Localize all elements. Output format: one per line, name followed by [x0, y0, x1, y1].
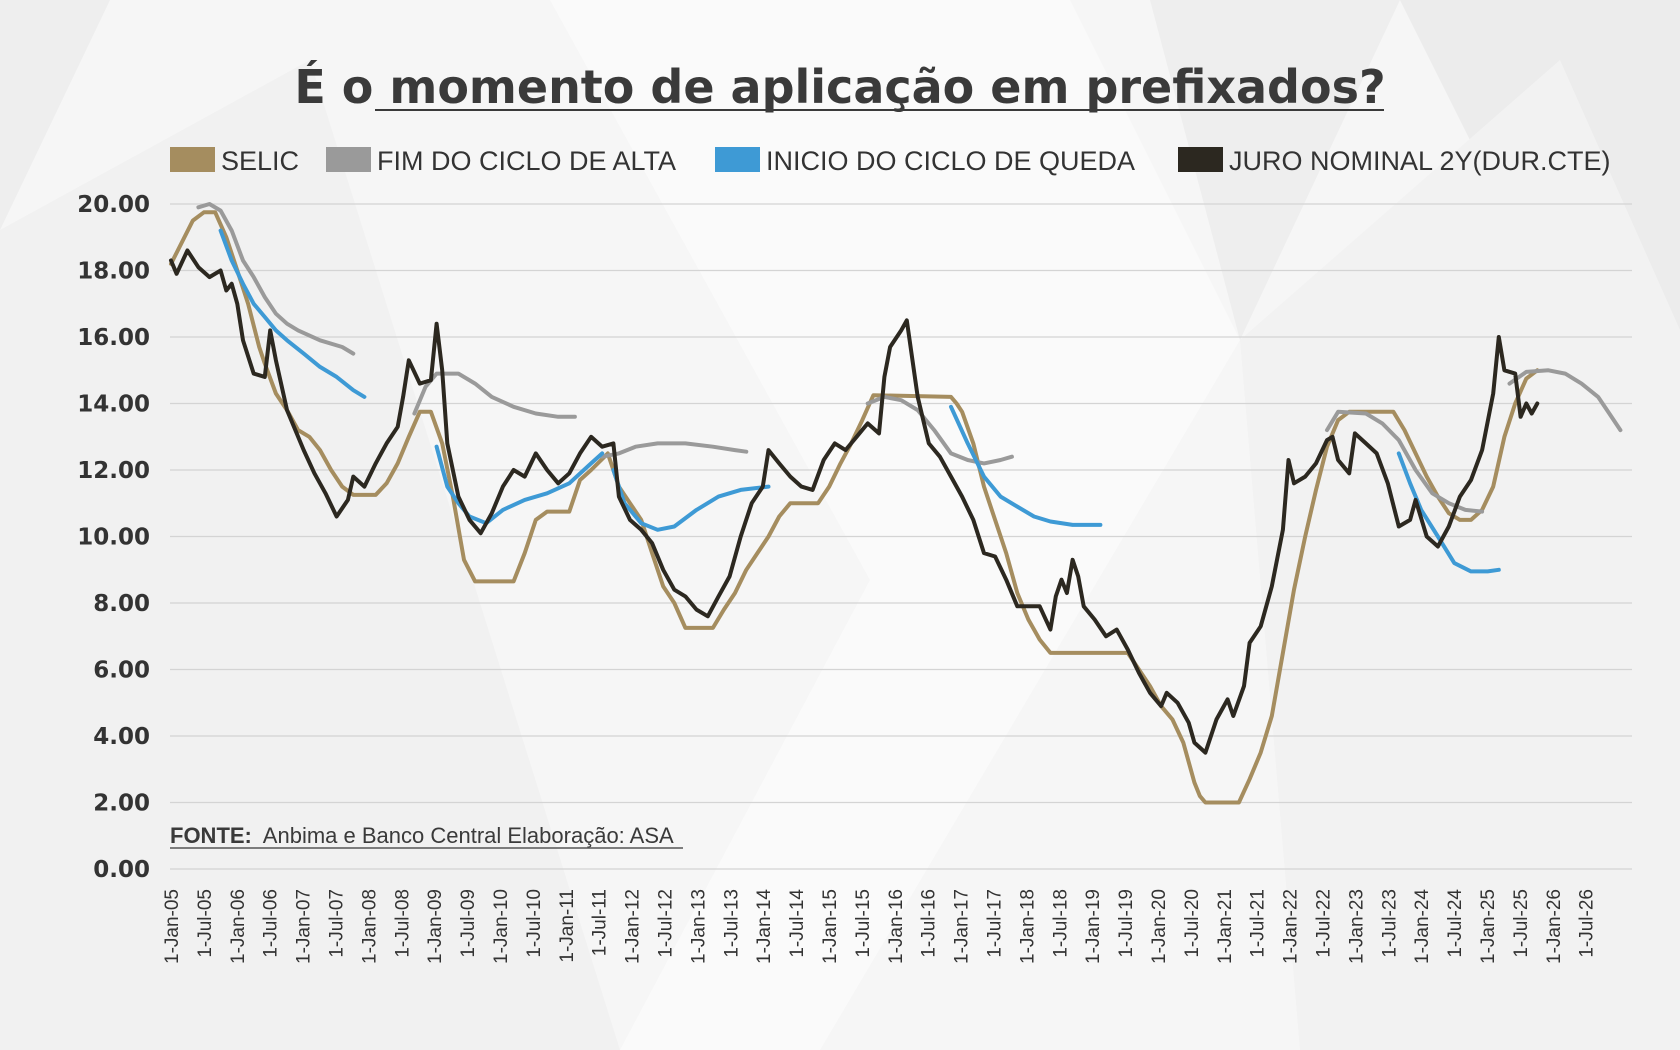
- source-body: Anbima e Banco Central Elaboração: ASA: [263, 823, 674, 848]
- x-tick-label: 1-Jul-26: [1577, 889, 1598, 958]
- source-text: FONTE: Anbima e Banco Central Elaboração…: [170, 823, 674, 848]
- background-shape: [550, 0, 1240, 1050]
- y-tick-label: 2.00: [93, 791, 150, 817]
- x-tick-label: 1-Jul-16: [919, 889, 940, 958]
- source-note: FONTE: Anbima e Banco Central Elaboração…: [170, 823, 683, 849]
- series-line: [169, 248, 1540, 755]
- x-tick-label: 1-Jul-19: [1116, 889, 1137, 958]
- x-tick-label: 1-Jan-24: [1412, 889, 1433, 964]
- x-tick-label: 1-Jul-20: [1182, 889, 1203, 958]
- series-line: [218, 228, 367, 399]
- chart-title: É o momento de aplicação em prefixados?: [294, 60, 1385, 114]
- x-tick-label: 1-Jul-08: [392, 889, 413, 958]
- x-tick-label: 1-Jan-19: [1083, 889, 1104, 964]
- legend-swatch: [715, 147, 760, 172]
- series-line: [196, 202, 356, 356]
- series-inicio-do-ciclo-de-queda: [218, 228, 1501, 574]
- x-tick-label: 1-Jul-24: [1445, 889, 1466, 958]
- legend-label: SELIC: [221, 146, 299, 176]
- y-tick-label: 16.00: [77, 325, 150, 351]
- background-shape: [0, 0, 110, 230]
- y-tick-label: 6.00: [93, 658, 150, 684]
- x-axis: 1-Jan-05 1-Jul-05 1-Jan-06 1-Jul-06 1-Jan-07…: [162, 889, 1598, 964]
- source-label: FONTE:: [170, 823, 252, 848]
- y-tick-label: 0.00: [93, 857, 150, 883]
- legend-label: JURO NOMINAL 2Y(DUR.CTE): [1229, 146, 1611, 176]
- series-juro-nominal-2y-dur-cte-: [169, 248, 1540, 755]
- x-tick-label: 1-Jan-18: [1017, 889, 1038, 964]
- x-tick-label: 1-Jul-17: [985, 889, 1006, 958]
- x-tick-label: 1-Jan-16: [886, 889, 907, 964]
- legend: SELIC FIM DO CICLO DE ALTA INICIO DO CICLO…: [170, 146, 1611, 176]
- x-tick-label: 1-Jan-21: [1215, 889, 1236, 964]
- y-tick-label: 10.00: [77, 525, 150, 551]
- series-line: [434, 444, 605, 526]
- x-tick-label: 1-Jul-06: [261, 889, 282, 958]
- x-tick-label: 1-Jul-14: [787, 889, 808, 958]
- x-tick-label: 1-Jan-14: [754, 889, 775, 964]
- x-tick-label: 1-Jul-12: [656, 889, 677, 958]
- y-tick-label: 18.00: [77, 259, 150, 285]
- legend-item: SELIC: [170, 146, 299, 176]
- x-tick-label: 1-Jul-21: [1248, 889, 1269, 958]
- legend-label: INICIO DO CICLO DE QUEDA: [766, 146, 1135, 176]
- x-tick-label: 1-Jan-17: [952, 889, 973, 964]
- x-tick-label: 1-Jul-13: [721, 889, 742, 958]
- series-selic: [169, 210, 1540, 805]
- x-tick-label: 1-Jan-25: [1478, 889, 1499, 964]
- legend-swatch: [1178, 147, 1223, 172]
- y-axis: 0.00 2.00 4.00 6.00 8.00 10.00 12.00 14.00 16.00…: [77, 192, 150, 883]
- x-tick-label: 1-Jan-06: [228, 889, 249, 964]
- x-tick-label: 1-Jul-22: [1314, 889, 1335, 958]
- series-line: [949, 404, 1103, 527]
- series-line: [600, 441, 749, 459]
- y-tick-label: 14.00: [77, 392, 150, 418]
- x-tick-label: 1-Jan-20: [1149, 889, 1170, 964]
- x-tick-label: 1-Jan-12: [623, 889, 644, 964]
- x-tick-label: 1-Jul-11: [590, 889, 611, 956]
- y-gridlines: [170, 203, 1632, 870]
- series-line: [611, 468, 771, 532]
- x-tick-label: 1-Jan-22: [1281, 889, 1302, 964]
- x-tick-label: 1-Jul-15: [853, 889, 874, 958]
- x-tick-label: 1-Jan-26: [1544, 889, 1565, 964]
- legend-item: INICIO DO CICLO DE QUEDA: [715, 146, 1135, 176]
- y-tick-label: 8.00: [93, 591, 150, 617]
- legend-item: FIM DO CICLO DE ALTA: [326, 146, 676, 176]
- x-tick-label: 1-Jul-10: [524, 889, 545, 958]
- legend-swatch: [326, 147, 371, 172]
- series-lines: [169, 202, 1623, 805]
- x-tick-label: 1-Jan-13: [688, 889, 709, 964]
- x-tick-label: 1-Jul-05: [195, 889, 216, 958]
- x-tick-label: 1-Jan-11: [557, 889, 578, 963]
- x-tick-label: 1-Jul-09: [458, 889, 479, 958]
- y-tick-label: 12.00: [77, 458, 150, 484]
- x-tick-label: 1-Jan-10: [491, 889, 512, 964]
- series-line: [169, 210, 1540, 805]
- y-tick-label: 4.00: [93, 724, 150, 750]
- x-tick-label: 1-Jan-08: [359, 889, 380, 964]
- x-tick-label: 1-Jul-23: [1379, 889, 1400, 958]
- legend-swatch: [170, 147, 215, 172]
- x-tick-label: 1-Jul-18: [1050, 889, 1071, 958]
- x-tick-label: 1-Jul-07: [327, 889, 348, 958]
- legend-label: FIM DO CICLO DE ALTA: [377, 146, 676, 176]
- x-tick-label: 1-Jan-15: [820, 889, 841, 964]
- x-tick-label: 1-Jan-05: [162, 889, 183, 964]
- legend-item: JURO NOMINAL 2Y(DUR.CTE): [1178, 146, 1611, 176]
- series-line: [1396, 451, 1501, 574]
- background-shape: [1150, 0, 1400, 340]
- y-tick-label: 20.00: [77, 192, 150, 218]
- series-line: [1507, 368, 1623, 433]
- series-line: [865, 394, 1014, 466]
- x-tick-label: 1-Jul-25: [1511, 889, 1532, 958]
- x-tick-label: 1-Jan-23: [1346, 889, 1367, 964]
- x-tick-label: 1-Jan-07: [294, 889, 315, 964]
- x-tick-label: 1-Jan-09: [425, 889, 446, 964]
